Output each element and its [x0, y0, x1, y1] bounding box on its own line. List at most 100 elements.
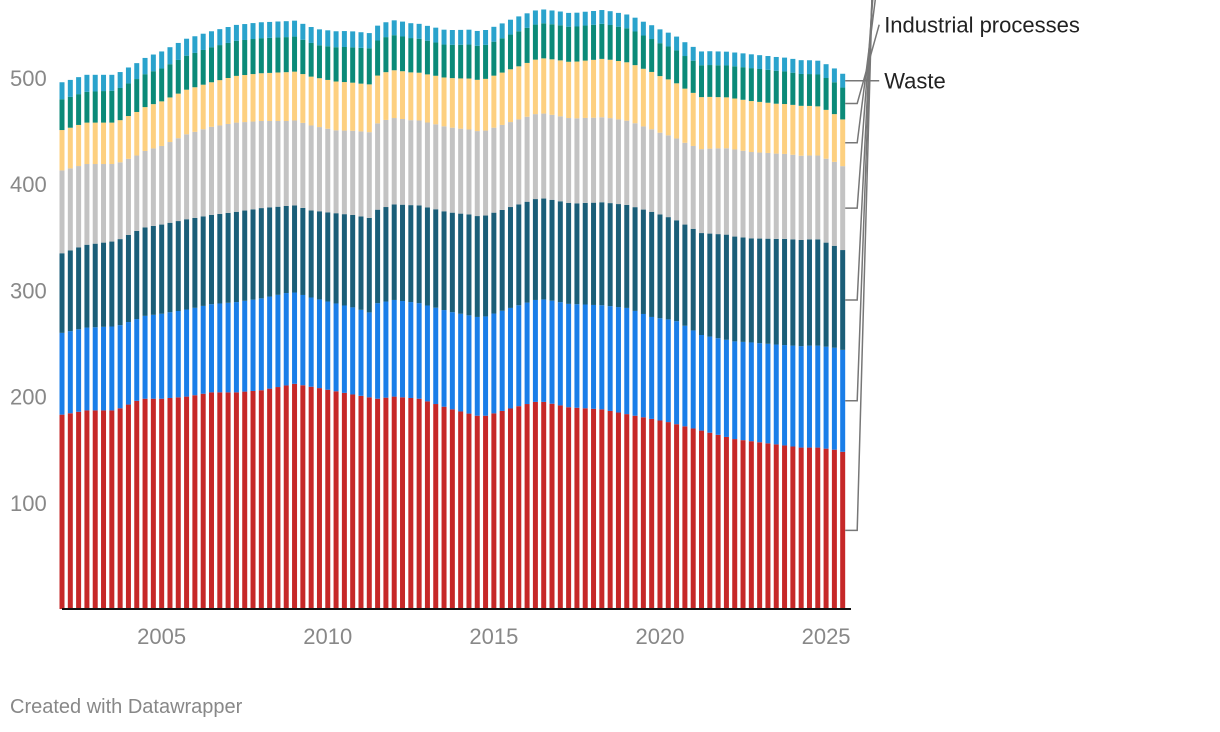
bar-segment: [615, 26, 621, 62]
bar-segment: [483, 30, 489, 45]
bar-segment: [524, 27, 530, 63]
bar-segment: [657, 132, 663, 215]
bar-segment: [649, 211, 655, 317]
bar-segment: [624, 62, 630, 121]
bar-segment: [640, 313, 646, 418]
bar-segment: [325, 212, 331, 302]
bar-segment: [499, 23, 505, 39]
bar-segment: [815, 155, 821, 240]
bar-segment: [242, 39, 248, 76]
bar-segment: [707, 432, 713, 609]
bar-segment: [250, 23, 256, 40]
bar-segment: [674, 424, 680, 609]
bar-segment: [624, 204, 630, 308]
bar-segment: [840, 119, 846, 167]
bar-segment: [300, 39, 306, 75]
bar-segment: [782, 238, 788, 346]
bar-segment: [541, 58, 547, 114]
bar-segment: [740, 67, 746, 100]
bar-segment: [92, 122, 98, 165]
bar-segment: [715, 434, 721, 609]
bar-segment: [632, 65, 638, 124]
bar-segment: [674, 138, 680, 221]
bar-segment: [192, 217, 198, 308]
bar-segment: [607, 203, 613, 307]
bar-segment: [400, 301, 406, 398]
bar-segment: [200, 33, 206, 50]
bar-segment: [117, 120, 123, 163]
bar-segment: [67, 250, 73, 332]
bar-segment: [325, 46, 331, 80]
bar-segment: [690, 145, 696, 229]
bar-segment: [657, 29, 663, 44]
bar-segment: [699, 51, 705, 66]
bar-segment: [615, 204, 621, 308]
bar-segment: [632, 415, 638, 609]
bar-segment: [823, 242, 829, 347]
bar-segment: [491, 212, 497, 314]
bar-segment: [607, 306, 613, 411]
bar-segment: [640, 68, 646, 127]
bar-segment: [316, 211, 322, 300]
bar-segment: [674, 50, 680, 84]
bar-segment: [275, 387, 281, 609]
bar-segment: [308, 297, 314, 387]
bar-segment: [325, 128, 331, 213]
bar-segment: [134, 111, 140, 156]
bar-segment: [707, 233, 713, 337]
bar-segment: [516, 66, 522, 120]
bar-segment: [483, 44, 489, 79]
bar-segment: [242, 75, 248, 123]
bars-layer: [59, 9, 846, 610]
bar-segment: [242, 391, 248, 609]
bar-segment: [782, 345, 788, 446]
bar-segment: [682, 426, 688, 609]
bar-segment: [59, 99, 65, 131]
bar-segment: [806, 60, 812, 75]
bar-segment: [217, 45, 223, 81]
bar-segment: [217, 29, 223, 46]
x-tick-label: 2005: [137, 624, 186, 649]
bar-segment: [732, 149, 738, 237]
bar-segment: [167, 312, 173, 398]
bar-segment: [624, 307, 630, 415]
bar-segment: [416, 120, 422, 206]
bar-segment: [350, 130, 356, 215]
bar-segment: [549, 199, 555, 301]
bar-segment: [233, 302, 239, 393]
bar-segment: [682, 325, 688, 427]
bar-segment: [375, 75, 381, 124]
bar-segment: [499, 124, 505, 210]
bar-segment: [831, 68, 837, 83]
bar-segment: [424, 207, 430, 306]
bar-segment: [831, 82, 837, 115]
bar-segment: [150, 148, 156, 226]
bar-segment: [391, 70, 397, 119]
bar-segment: [715, 97, 721, 149]
bar-segment: [84, 122, 90, 165]
bar-segment: [167, 47, 173, 65]
bar-segment: [815, 345, 821, 448]
bar-segment: [665, 46, 671, 80]
bar-segment: [225, 123, 231, 213]
bar-segment: [723, 97, 729, 149]
bar-segment: [76, 94, 82, 125]
bar-segment: [350, 394, 356, 609]
bar-segment: [458, 128, 464, 214]
bar-segment: [433, 75, 439, 125]
bar-segment: [748, 238, 754, 343]
bar-segment: [773, 238, 779, 345]
bar-segment: [316, 299, 322, 389]
bar-segment: [142, 57, 148, 75]
bar-segment: [566, 61, 572, 119]
bar-segment: [615, 119, 621, 205]
bar-segment: [773, 153, 779, 239]
bar-segment: [574, 61, 580, 119]
bar-segment: [308, 125, 314, 211]
bar-segment: [665, 79, 671, 136]
bar-segment: [790, 58, 796, 73]
bar-segment: [142, 315, 148, 399]
bar-segment: [798, 447, 804, 609]
bar-segment: [632, 123, 638, 208]
bar-segment: [283, 37, 289, 73]
